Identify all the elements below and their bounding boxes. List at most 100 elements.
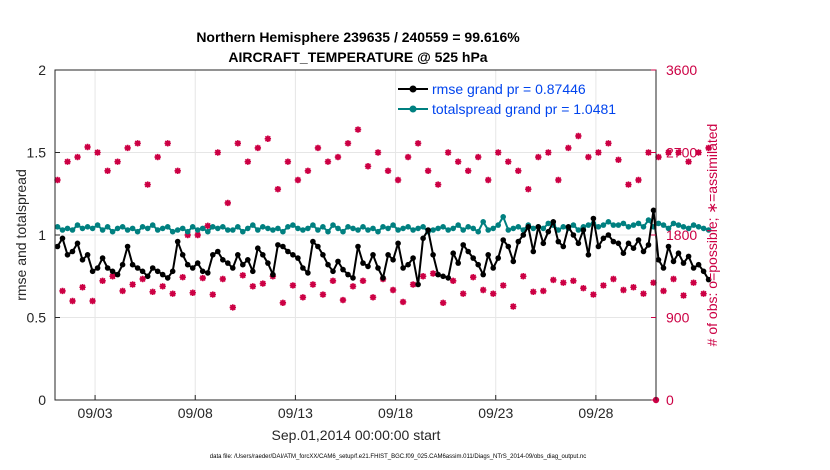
obs-possible-marker: [460, 291, 466, 297]
series-rmse-point: [285, 248, 291, 255]
series-rmse-point: [250, 268, 256, 275]
series-totalspread-point: [415, 225, 421, 232]
obs-possible-marker: [690, 280, 697, 286]
x-axis: 09/03 09/08 09/13 09/18 09/23 09/28: [78, 395, 614, 421]
obs-possible-marker: [570, 278, 576, 284]
series-rmse-point: [300, 265, 306, 271]
series-rmse-point: [560, 243, 567, 250]
series-rmse-point: [645, 242, 652, 248]
series-rmse-point: [625, 240, 632, 247]
series-rmse-point: [194, 260, 201, 266]
grid: [55, 70, 656, 400]
series-rmse-point: [74, 240, 81, 247]
obs-possible-marker: [315, 145, 321, 151]
series-totalspread-point: [154, 227, 161, 233]
obs-possible-marker: [400, 299, 406, 305]
obs-possible-marker: [435, 181, 441, 188]
obs-possible-marker: [405, 154, 411, 160]
series-rmse-point: [169, 268, 176, 275]
series-rmse-point: [455, 260, 462, 266]
obs-possible-marker: [125, 145, 131, 151]
series-totalspread-point: [420, 224, 426, 230]
obs-possible-marker: [285, 159, 291, 165]
obs-possible-marker: [475, 154, 481, 160]
obs-possible-marker: [490, 291, 496, 297]
series-totalspread-point: [250, 222, 256, 228]
series-totalspread-point: [645, 217, 652, 223]
series-rmse-point: [465, 248, 472, 255]
obs-possible-marker: [415, 140, 421, 146]
series-totalspread-point: [164, 224, 171, 230]
y-right-tick-label: 900: [666, 310, 690, 326]
series-totalspread-point: [410, 227, 416, 233]
obs-possible-marker: [620, 287, 627, 293]
series-totalspread-point: [99, 227, 106, 233]
obs-possible-marker: [645, 149, 652, 156]
series-totalspread-point: [570, 222, 577, 228]
series-totalspread-point: [59, 227, 66, 233]
obs-possible-marker: [360, 278, 366, 284]
series-totalspread-point: [169, 228, 176, 235]
obs-possible-marker: [109, 273, 116, 279]
series-totalspread-point: [405, 224, 411, 230]
series-totalspread-point: [435, 225, 441, 232]
obs-possible-marker: [705, 145, 712, 151]
obs-possible-marker: [650, 280, 657, 286]
series-totalspread-point: [485, 227, 492, 233]
obs-possible-marker: [695, 149, 702, 156]
series-rmse-point: [320, 252, 326, 258]
series-rmse-point: [144, 273, 151, 280]
obs-possible-marker: [54, 177, 61, 183]
obs-possible-marker: [520, 273, 526, 279]
obs-count-markers: [54, 126, 712, 404]
obs-possible-marker: [615, 157, 622, 163]
series-rmse-point: [545, 228, 552, 235]
series-rmse-point: [89, 268, 96, 275]
series-rmse-point: [575, 240, 582, 247]
x-tick-label: 09/18: [378, 405, 413, 421]
series-totalspread-point: [395, 227, 401, 233]
obs-possible-marker: [295, 177, 301, 183]
obs-possible-marker: [410, 281, 416, 288]
series-totalspread-point: [205, 228, 211, 235]
series-rmse-point: [134, 265, 141, 271]
obs-possible-marker: [99, 278, 106, 284]
series-rmse-point: [640, 248, 647, 255]
series-rmse-point: [310, 238, 316, 245]
obs-possible-marker: [660, 288, 667, 294]
obs-possible-marker: [600, 282, 607, 289]
series-rmse-point: [410, 255, 416, 261]
series-totalspread-point: [330, 222, 336, 228]
obs-possible-marker: [115, 159, 121, 165]
series-rmse-point: [64, 252, 71, 258]
series-rmse-point: [570, 232, 577, 238]
y-left-tick-label: 0.5: [27, 310, 47, 326]
series-totalspread-point: [660, 222, 667, 228]
series-totalspread-point: [595, 224, 602, 230]
series-rmse-point: [164, 275, 171, 281]
chart-title-line2: AIRCRAFT_TEMPERATURE @ 525 hPa: [228, 49, 487, 65]
series-totalspread-point: [475, 228, 482, 235]
obs-possible-marker: [69, 298, 76, 304]
series-totalspread-point: [350, 225, 356, 232]
series-rmse-point: [179, 252, 186, 258]
obs-possible-marker: [245, 159, 251, 165]
obs-possible-marker: [525, 186, 531, 192]
series-totalspread-point: [119, 224, 126, 230]
series-rmse-point: [425, 227, 431, 233]
series-totalspread-point: [305, 225, 311, 232]
series-totalspread-point: [290, 222, 296, 228]
series-rmse-point: [54, 243, 61, 250]
obs-possible-marker: [230, 304, 236, 311]
series-totalspread-point: [690, 222, 697, 228]
series-rmse-point: [495, 255, 502, 261]
series-rmse-point: [325, 261, 331, 268]
series-totalspread-point: [705, 227, 712, 233]
series-rmse-point: [515, 238, 522, 245]
series-totalspread-point: [300, 227, 306, 233]
series-rmse-point: [695, 261, 702, 268]
series-rmse-point: [605, 232, 612, 238]
obs-possible-marker: [145, 181, 151, 188]
obs-possible-marker: [425, 168, 431, 174]
obs-possible-marker: [590, 291, 596, 298]
